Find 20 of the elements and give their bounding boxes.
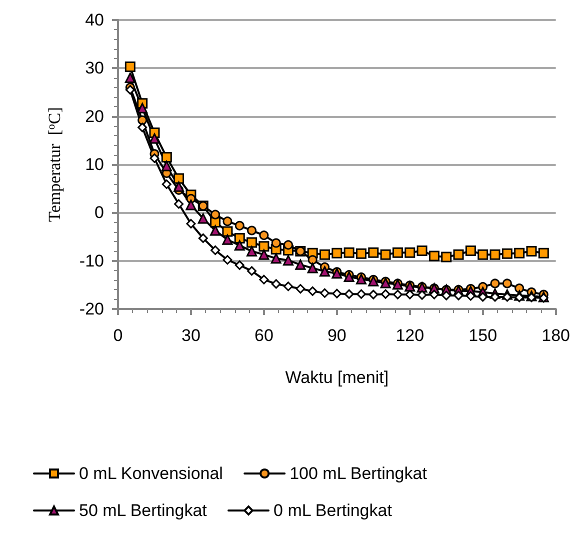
x-tick-label: 150 — [468, 326, 498, 345]
y-tick-label: 30 — [85, 58, 104, 78]
y-tick-label: 0 — [94, 203, 104, 222]
legend-label: 0 mL Bertingkat — [274, 501, 392, 520]
y-tick-label: -20 — [79, 300, 104, 318]
y-tick-label: 10 — [85, 155, 104, 174]
y-tick-label: 40 — [85, 10, 104, 30]
x-tick-label: 180 — [542, 326, 570, 345]
x-tick-label: 60 — [254, 326, 274, 345]
x-tick-label: 120 — [396, 326, 424, 345]
x-tick-label: 0 — [113, 326, 123, 345]
legend-label: 0 mL Konvensional — [79, 464, 223, 483]
y-tick-label: 20 — [85, 106, 104, 126]
x-tick-label: 90 — [327, 326, 346, 345]
y-tick-label: -10 — [79, 251, 104, 270]
x-axis-title: Waktu [menit] — [285, 368, 389, 387]
x-tick-label: 30 — [182, 326, 200, 345]
y-axis-title: Temperatur [oC] — [45, 107, 64, 222]
legend-label: 50 mL Bertingkat — [79, 501, 208, 520]
legend-label: 100 mL Bertingkat — [290, 464, 428, 483]
